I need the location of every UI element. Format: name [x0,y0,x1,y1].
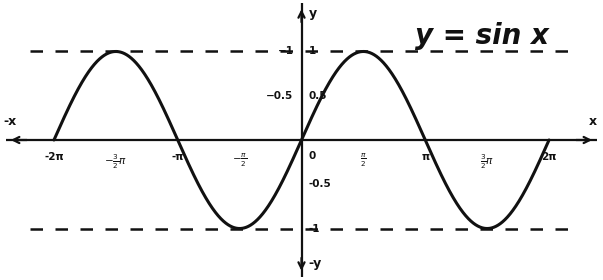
Text: -2π: -2π [44,152,64,162]
Text: y = sin x: y = sin x [415,22,549,50]
Text: 2π: 2π [541,152,557,162]
Text: $-\frac{\pi}{2}$: $-\frac{\pi}{2}$ [232,152,247,169]
Text: $\frac{3}{2}\pi$: $\frac{3}{2}\pi$ [480,152,494,171]
Text: 1: 1 [309,46,316,57]
Text: 0: 0 [309,151,316,161]
Text: y: y [309,7,317,20]
Text: -1: -1 [309,223,320,234]
Text: -x: -x [4,115,17,129]
Text: -0.5: -0.5 [309,179,331,189]
Text: x: x [589,115,597,129]
Text: $\frac{\pi}{2}$: $\frac{\pi}{2}$ [360,152,367,169]
Text: −0.5: −0.5 [267,91,294,101]
Text: $-\frac{3}{2}\pi$: $-\frac{3}{2}\pi$ [104,152,127,171]
Text: −1: −1 [277,46,294,57]
Text: 0.5: 0.5 [309,91,327,101]
Text: -π: -π [171,152,184,162]
Text: π: π [421,152,429,162]
Text: -y: -y [309,257,322,270]
